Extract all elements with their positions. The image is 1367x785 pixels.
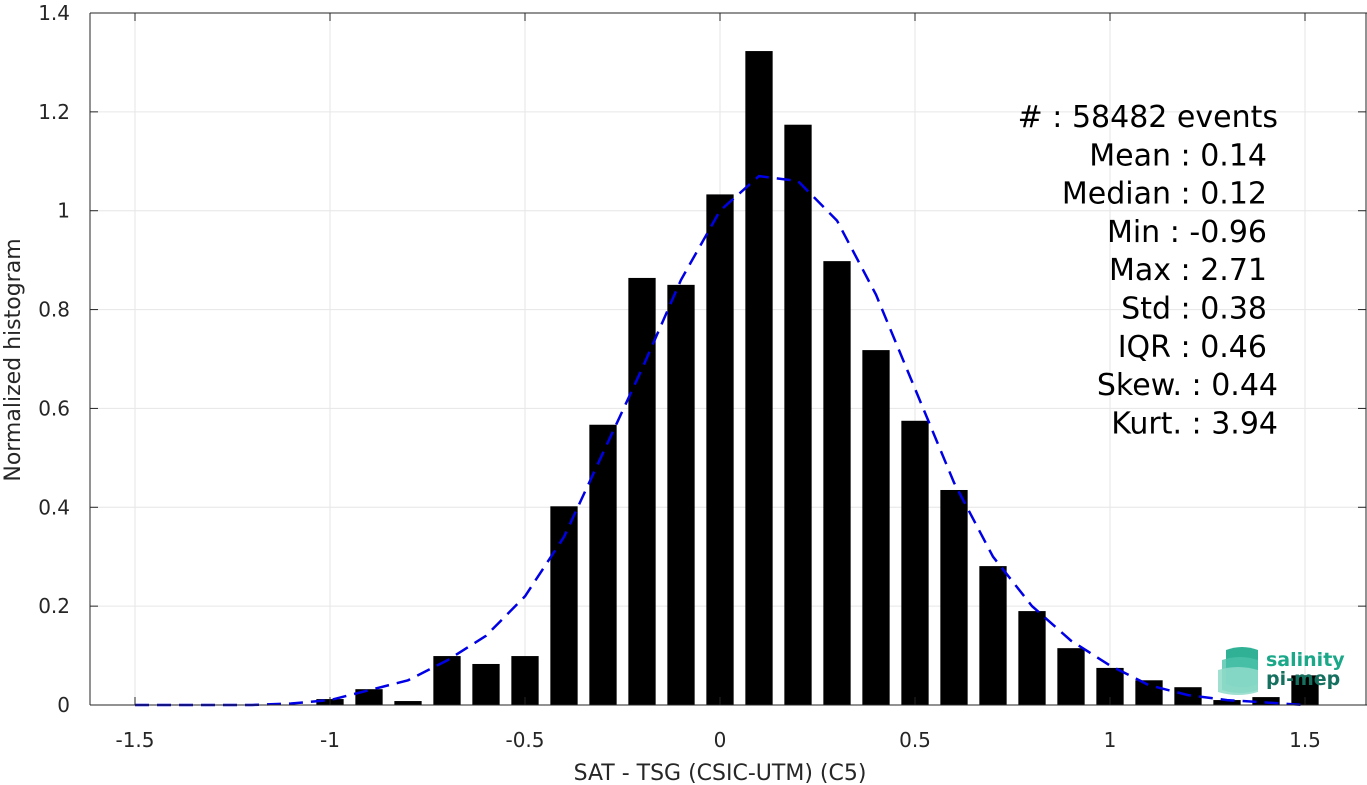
histogram-bar — [979, 566, 1007, 705]
stat-line: # : 58482 events — [1018, 100, 1278, 135]
histogram-bar — [862, 350, 890, 705]
histogram-bar — [823, 261, 851, 705]
y-tick-label: 1.2 — [38, 100, 70, 124]
histogram-bar — [901, 420, 929, 705]
histogram-bar — [1057, 648, 1085, 705]
y-tick-label: 0.4 — [38, 495, 70, 519]
histogram-bar — [940, 489, 968, 705]
logo-text-salinity: salinity — [1266, 649, 1345, 671]
stat-line: IQR : 0.46 — [1118, 330, 1267, 365]
histogram-bar — [706, 194, 734, 705]
x-tick-label: 0 — [714, 728, 727, 752]
stat-line: Min : -0.96 — [1107, 215, 1267, 250]
y-tick-label: 0 — [57, 693, 70, 717]
x-tick-label: 1.5 — [1289, 728, 1321, 752]
y-tick-label: 1.4 — [38, 1, 70, 25]
x-tick-label: -1 — [320, 728, 340, 752]
histogram-bar — [394, 701, 422, 705]
stat-line: Mean : 0.14 — [1089, 138, 1267, 173]
x-tick-labels: -1.5 -1 -0.5 0 0.5 1 1.5 — [115, 728, 1320, 752]
wave-logo-icon — [1218, 647, 1258, 695]
histogram-bar — [433, 656, 461, 705]
histogram-bar — [550, 506, 578, 705]
stat-line: Skew. : 0.44 — [1097, 368, 1278, 403]
histogram-bar — [1252, 697, 1280, 705]
histogram-bar — [589, 424, 617, 705]
histogram-bar — [1018, 611, 1046, 705]
histogram-bar — [667, 284, 695, 705]
stat-line: Median : 0.12 — [1062, 177, 1267, 212]
histogram-bar — [1135, 680, 1163, 705]
stat-line: Kurt. : 3.94 — [1111, 406, 1278, 441]
histogram-bar — [628, 277, 656, 705]
stat-line: Std : 0.38 — [1121, 292, 1267, 327]
y-tick-label: 0.8 — [38, 298, 70, 322]
stat-line: Max : 2.71 — [1109, 253, 1267, 288]
x-axis-label: SAT - TSG (CSIC-UTM) (C5) — [574, 761, 867, 785]
y-tick-label: 0.6 — [38, 396, 70, 420]
x-tick-label: -1.5 — [115, 728, 154, 752]
histogram-bars — [316, 51, 1319, 706]
y-tick-labels: 0 0.2 0.4 0.6 0.8 1 1.2 1.4 — [38, 1, 70, 717]
histogram-bar — [1213, 700, 1241, 705]
y-tick-label: 1 — [57, 199, 70, 223]
x-tick-label: 0.5 — [899, 728, 931, 752]
logo-text-pimep: pi-mep — [1266, 668, 1340, 690]
y-tick-label: 0.2 — [38, 594, 70, 618]
salinity-pimep-logo: salinity pi-mep — [1218, 647, 1345, 695]
histogram-bar — [784, 124, 812, 706]
x-tick-label: -0.5 — [505, 728, 544, 752]
y-axis-label: Normalized histogram — [1, 238, 26, 481]
x-tick-label: 1 — [1104, 728, 1117, 752]
axes-frame — [89, 12, 1367, 706]
histogram-bar — [511, 656, 539, 705]
histogram-bar — [745, 51, 773, 706]
histogram-bar — [472, 663, 500, 705]
